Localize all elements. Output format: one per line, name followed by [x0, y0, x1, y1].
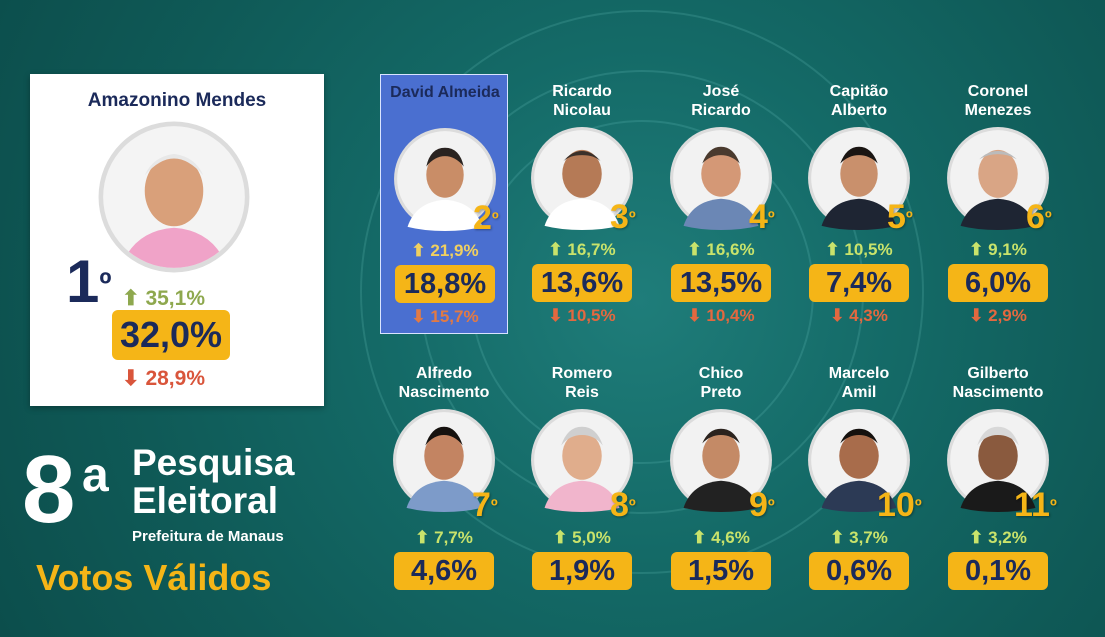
candidate-name: Ricardo Nicolau — [552, 83, 612, 119]
vote-percentage: 0,1% — [948, 552, 1048, 590]
candidate-photo — [393, 409, 495, 512]
candidate-name: Alfredo Nascimento — [398, 365, 490, 401]
candidate-name: Chico Preto — [698, 365, 744, 401]
candidate-photo — [947, 127, 1049, 230]
vote-percentage: 13,5% — [671, 264, 771, 302]
vote-percentage: 0,6% — [809, 552, 909, 590]
candidate-tile: Gilberto Nascimento 11º ⬆ 3,2% 0,1% — [934, 356, 1062, 596]
candidate-name: Romero Reis — [551, 365, 613, 401]
candidate-photo — [808, 409, 910, 512]
lower-margin: ⬇ 10,4% — [687, 306, 755, 325]
candidate-name: Coronel Menezes — [964, 83, 1032, 119]
candidate-photo — [531, 127, 633, 230]
leader-card: Amazonino Mendes 1º ⬆ 35,1% 32,0% ⬇ 28,9… — [30, 74, 324, 406]
upper-margin: ⬆ 10,5% — [825, 240, 893, 259]
candidate-name: Gilberto Nascimento — [952, 365, 1044, 401]
candidate-photo — [947, 409, 1049, 512]
candidate-photo — [531, 409, 633, 512]
candidate-photo — [808, 127, 910, 230]
rank-label: 7º — [472, 486, 498, 524]
upper-margin: ⬆ 16,6% — [687, 240, 755, 259]
arrow-up-icon: ⬆ — [553, 528, 568, 547]
upper-margin: ⬆ 5,0% — [553, 528, 611, 547]
candidate-photo — [670, 409, 772, 512]
title-line-2: Eleitoral — [132, 480, 278, 521]
candidate-photo — [670, 127, 772, 230]
vote-percentage: 1,9% — [532, 552, 632, 590]
vote-percentage: 1,5% — [671, 552, 771, 590]
upper-margin: ⬆ 21,9% — [411, 241, 479, 260]
rank-label: 6º — [1026, 198, 1052, 236]
lower-margin: ⬇ 28,9% — [122, 367, 205, 390]
vote-percentage: 4,6% — [394, 552, 494, 590]
upper-margin: ⬆ 9,1% — [969, 240, 1027, 259]
arrow-down-icon: ⬇ — [411, 307, 426, 326]
upper-margin: ⬆ 7,7% — [415, 528, 473, 547]
lower-margin: ⬇ 2,9% — [969, 306, 1027, 325]
survey-number: 8 — [22, 436, 76, 543]
leader-name: Amazonino Mendes — [87, 90, 267, 111]
title-subtitle: Prefeitura de Manaus — [132, 528, 284, 545]
rank-label: 10º — [877, 486, 922, 524]
arrow-up-icon: ⬆ — [825, 240, 840, 259]
rank-label: 4º — [749, 198, 775, 236]
survey-ordinal: a — [82, 449, 109, 502]
arrow-down-icon: ⬇ — [830, 306, 845, 325]
vote-percentage: 18,8% — [395, 265, 495, 303]
upper-margin: ⬆ 4,6% — [692, 528, 750, 547]
candidate-tile: Alfredo Nascimento 7º ⬆ 7,7% 4,6% — [380, 356, 508, 596]
votes-label: Votos Válidos — [36, 557, 272, 598]
arrow-up-icon: ⬆ — [415, 528, 430, 547]
upper-margin: ⬆ 35,1% — [122, 287, 205, 310]
vote-percentage: 32,0% — [112, 310, 230, 360]
vote-percentage: 7,4% — [809, 264, 909, 302]
lower-margin: ⬇ 15,7% — [411, 307, 479, 326]
arrow-up-icon: ⬆ — [548, 240, 563, 259]
candidate-name: José Ricardo — [691, 83, 751, 119]
upper-margin: ⬆ 16,7% — [548, 240, 616, 259]
arrow-up-icon: ⬆ — [122, 287, 140, 310]
candidate-tile: Ricardo Nicolau 3º ⬆ 16,7% 13,6% ⬇ 10,5% — [518, 74, 646, 334]
candidate-tile: Marcelo Amil 10º ⬆ 3,7% 0,6% — [795, 356, 923, 596]
rank-label: 9º — [749, 486, 775, 524]
arrow-up-icon: ⬆ — [692, 528, 707, 547]
candidate-name: Marcelo Amil — [828, 365, 890, 401]
arrow-up-icon: ⬆ — [969, 240, 984, 259]
rank-label: 8º — [610, 486, 636, 524]
candidate-tile: Chico Preto 9º ⬆ 4,6% 1,5% — [657, 356, 785, 596]
candidate-photo — [394, 128, 496, 231]
upper-margin: ⬆ 3,7% — [830, 528, 888, 547]
candidate-tile: Coronel Menezes 6º ⬆ 9,1% 6,0% ⬇ 2,9% — [934, 74, 1062, 334]
rank-label: 3º — [610, 198, 636, 236]
candidate-photo — [98, 121, 250, 273]
vote-percentage: 13,6% — [532, 264, 632, 302]
rank-label: 2º — [473, 199, 499, 237]
arrow-down-icon: ⬇ — [122, 367, 140, 390]
candidate-name: David Almeida — [390, 84, 500, 101]
arrow-up-icon: ⬆ — [687, 240, 702, 259]
arrow-up-icon: ⬆ — [969, 528, 984, 547]
candidate-tile: Romero Reis 8º ⬆ 5,0% 1,9% — [518, 356, 646, 596]
rank-label: 5º — [887, 198, 913, 236]
rank-label: 11º — [1014, 486, 1057, 524]
candidate-name: Capitão Alberto — [829, 83, 889, 119]
candidate-tile: David Almeida 2º ⬆ 21,9% 18,8% ⬇ 15,7% — [380, 74, 508, 334]
arrow-up-icon: ⬆ — [830, 528, 845, 547]
arrow-up-icon: ⬆ — [411, 241, 426, 260]
arrow-down-icon: ⬇ — [548, 306, 563, 325]
title-line-1: Pesquisa — [132, 442, 295, 483]
lower-margin: ⬇ 10,5% — [548, 306, 616, 325]
vote-percentage: 6,0% — [948, 264, 1048, 302]
rank-label: 1º — [66, 248, 112, 315]
candidate-tile: José Ricardo 4º ⬆ 16,6% 13,5% ⬇ 10,4% — [657, 74, 785, 334]
candidate-tile: Capitão Alberto 5º ⬆ 10,5% 7,4% ⬇ 4,3% — [795, 74, 923, 334]
arrow-down-icon: ⬇ — [687, 306, 702, 325]
lower-margin: ⬇ 4,3% — [830, 306, 888, 325]
arrow-down-icon: ⬇ — [969, 306, 984, 325]
upper-margin: ⬆ 3,2% — [969, 528, 1027, 547]
